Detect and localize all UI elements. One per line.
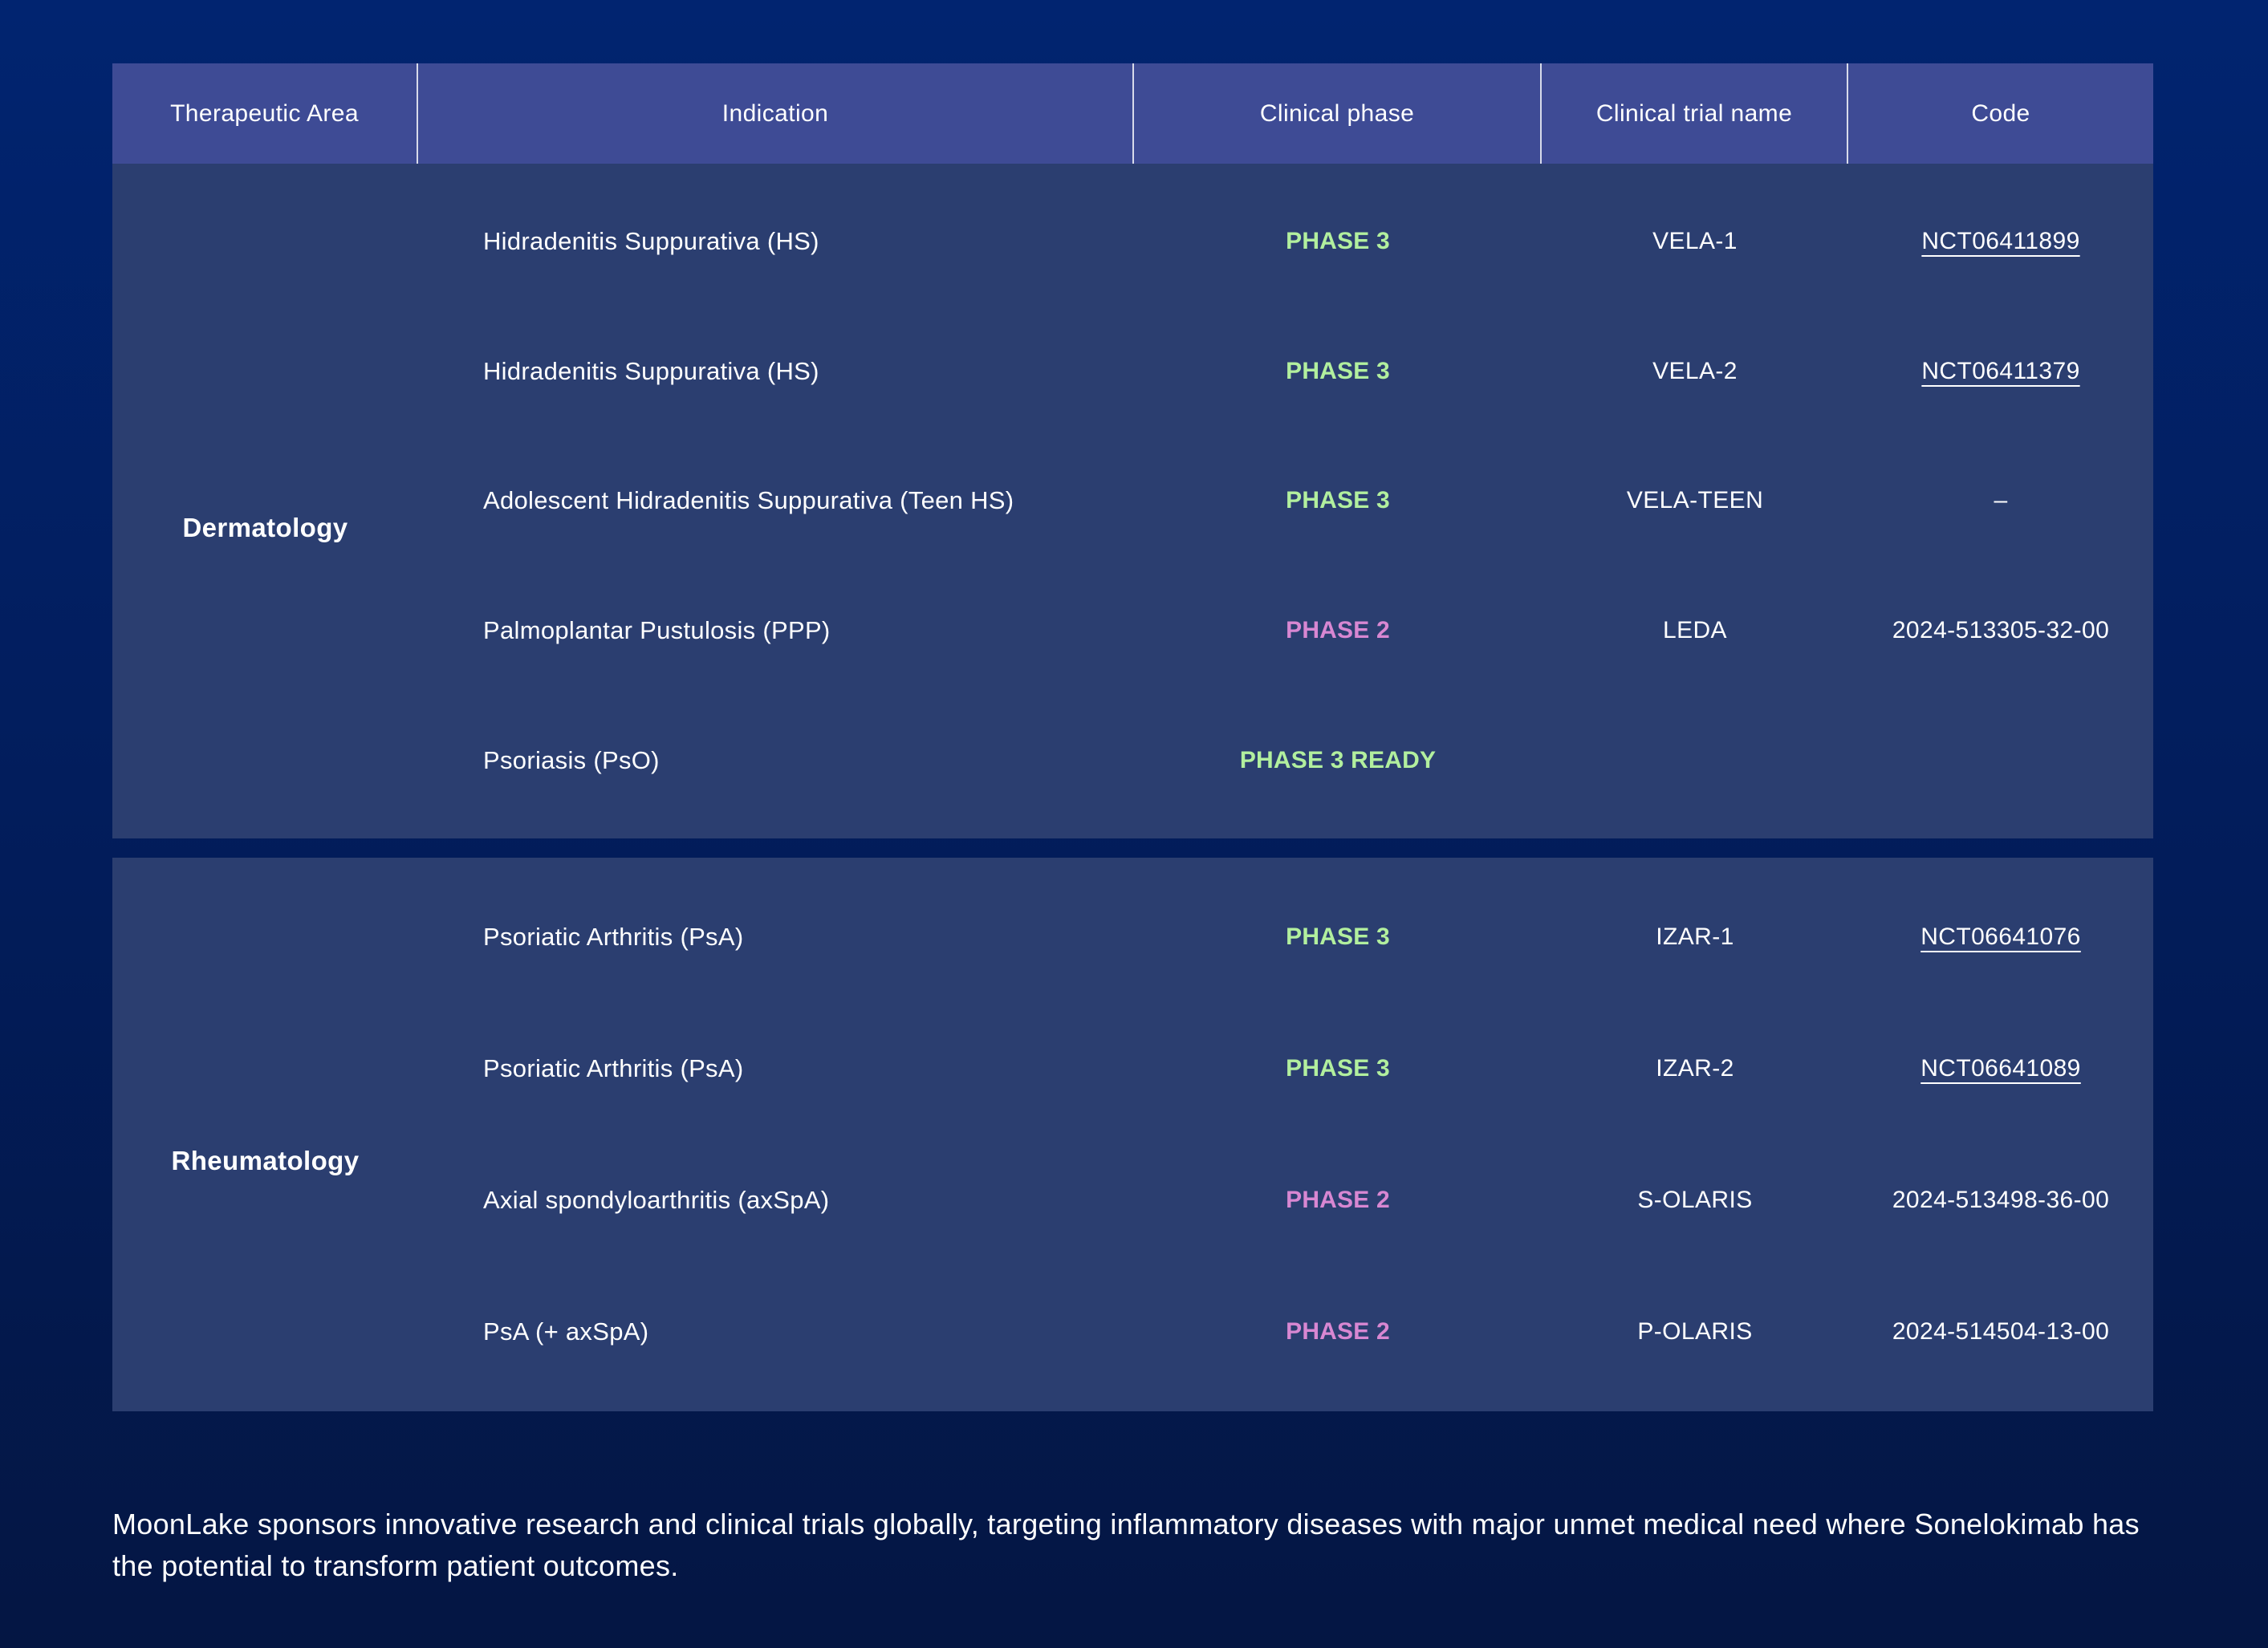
section-rows: Hidradenitis Suppurativa (HS) PHASE 3 VELA… [418,164,2153,838]
indication-cell: Palmoplantar Pustulosis (PPP) [483,616,831,645]
trial-name-cell: LEDA [1663,617,1727,644]
table-row: Hidradenitis Suppurativa (HS) PHASE 3 VELA… [418,179,2153,305]
indication-cell: PsA (+ axSpA) [483,1317,649,1346]
table-header-row: Therapeutic Area Indication Clinical phase… [112,63,2153,164]
table-row: Psoriatic Arthritis (PsA) PHASE 3 IZAR-1 NC… [418,875,2153,1001]
clinical-phase-badge: PHASE 2 [1286,1317,1390,1345]
clinical-phase-badge: PHASE 2 [1286,1186,1390,1213]
section-dermatology: Dermatology Hidradenitis Suppurativa (HS)… [112,164,2153,838]
table-row: Palmoplantar Pustulosis (PPP) PHASE 2 LEDA… [418,568,2153,694]
code-text: 2024-513498-36-00 [1892,1186,2110,1213]
code-text: – [1994,487,2008,514]
clinical-phase-badge: PHASE 2 [1286,617,1390,644]
indication-cell: Hidradenitis Suppurativa (HS) [483,227,819,256]
column-header-clinical-trial-name: Clinical trial name [1542,63,1848,164]
clinical-phase-badge: PHASE 3 [1286,228,1390,255]
clinical-phase-badge: PHASE 3 READY [1239,746,1437,773]
trial-name-cell: P-OLARIS [1637,1317,1753,1345]
code-cell: – [1848,487,2153,514]
footer-description: MoonLake sponsors innovative research an… [112,1508,2140,1582]
nct-code-link[interactable]: NCT06641076 [1920,923,2081,951]
table-row: Hidradenitis Suppurativa (HS) PHASE 3 VELA… [418,308,2153,434]
code-cell: NCT06411379 [1848,358,2153,385]
code-cell: NCT06641089 [1848,1055,2153,1082]
table-row: Axial spondyloarthritis (axSpA) PHASE 2 S-… [418,1137,2153,1263]
code-cell: NCT06411899 [1848,228,2153,255]
indication-cell: Hidradenitis Suppurativa (HS) [483,356,819,385]
clinical-phase-badge: PHASE 3 [1286,357,1390,384]
code-cell: 2024-514504-13-00 [1848,1318,2153,1346]
table-row: Psoriasis (PsO) PHASE 3 READY [418,697,2153,823]
trial-name-cell: VELA-TEEN [1626,487,1764,514]
table-row: Adolescent Hidradenitis Suppurativa (Tee… [418,438,2153,564]
table-body: Dermatology Hidradenitis Suppurativa (HS)… [112,164,2153,1411]
indication-cell: Psoriatic Arthritis (PsA) [483,1054,744,1083]
clinical-pipeline-table: Therapeutic Area Indication Clinical phase… [112,63,2153,1411]
therapeutic-area-cell: Dermatology [112,164,418,838]
code-cell: NCT06641076 [1848,923,2153,951]
indication-cell: Adolescent Hidradenitis Suppurativa (Tee… [483,486,1014,515]
section-rows: Psoriatic Arthritis (PsA) PHASE 3 IZAR-1 NC… [418,858,2153,1411]
code-cell: 2024-513305-32-00 [1848,617,2153,644]
indication-cell: Axial spondyloarthritis (axSpA) [483,1185,830,1214]
indication-cell: Psoriasis (PsO) [483,745,660,774]
therapeutic-area-cell: Rheumatology [112,858,418,1411]
therapeutic-area-label: Dermatology [182,512,348,542]
table-row: Psoriatic Arthritis (PsA) PHASE 3 IZAR-2 NC… [418,1006,2153,1132]
code-text: 2024-513305-32-00 [1892,617,2110,644]
clinical-phase-badge: PHASE 3 [1286,923,1390,951]
column-header-therapeutic-area: Therapeutic Area [112,63,418,164]
nct-code-link[interactable]: NCT06411899 [1921,228,2080,255]
code-text: 2024-514504-13-00 [1892,1317,2110,1345]
column-header-clinical-phase: Clinical phase [1134,63,1542,164]
section-rheumatology: Rheumatology Psoriatic Arthritis (PsA) PHA… [112,858,2153,1411]
trial-name-cell: IZAR-1 [1656,923,1734,951]
nct-code-link[interactable]: NCT06641089 [1920,1055,2081,1082]
trial-name-cell: VELA-2 [1652,357,1738,384]
trial-name-cell: S-OLARIS [1637,1186,1753,1213]
column-header-indication: Indication [418,63,1134,164]
table-row: PsA (+ axSpA) PHASE 2 P-OLARIS 2024-514504-… [418,1268,2153,1394]
code-cell: 2024-513498-36-00 [1848,1187,2153,1214]
trial-name-cell: IZAR-2 [1656,1055,1734,1082]
trial-name-cell: VELA-1 [1652,228,1738,255]
clinical-phase-badge: PHASE 3 [1286,487,1390,514]
nct-code-link[interactable]: NCT06411379 [1921,357,2080,384]
clinical-phase-badge: PHASE 3 [1286,1055,1390,1082]
therapeutic-area-label: Rheumatology [171,1146,360,1175]
column-header-code: Code [1971,99,2030,127]
indication-cell: Psoriatic Arthritis (PsA) [483,923,744,952]
